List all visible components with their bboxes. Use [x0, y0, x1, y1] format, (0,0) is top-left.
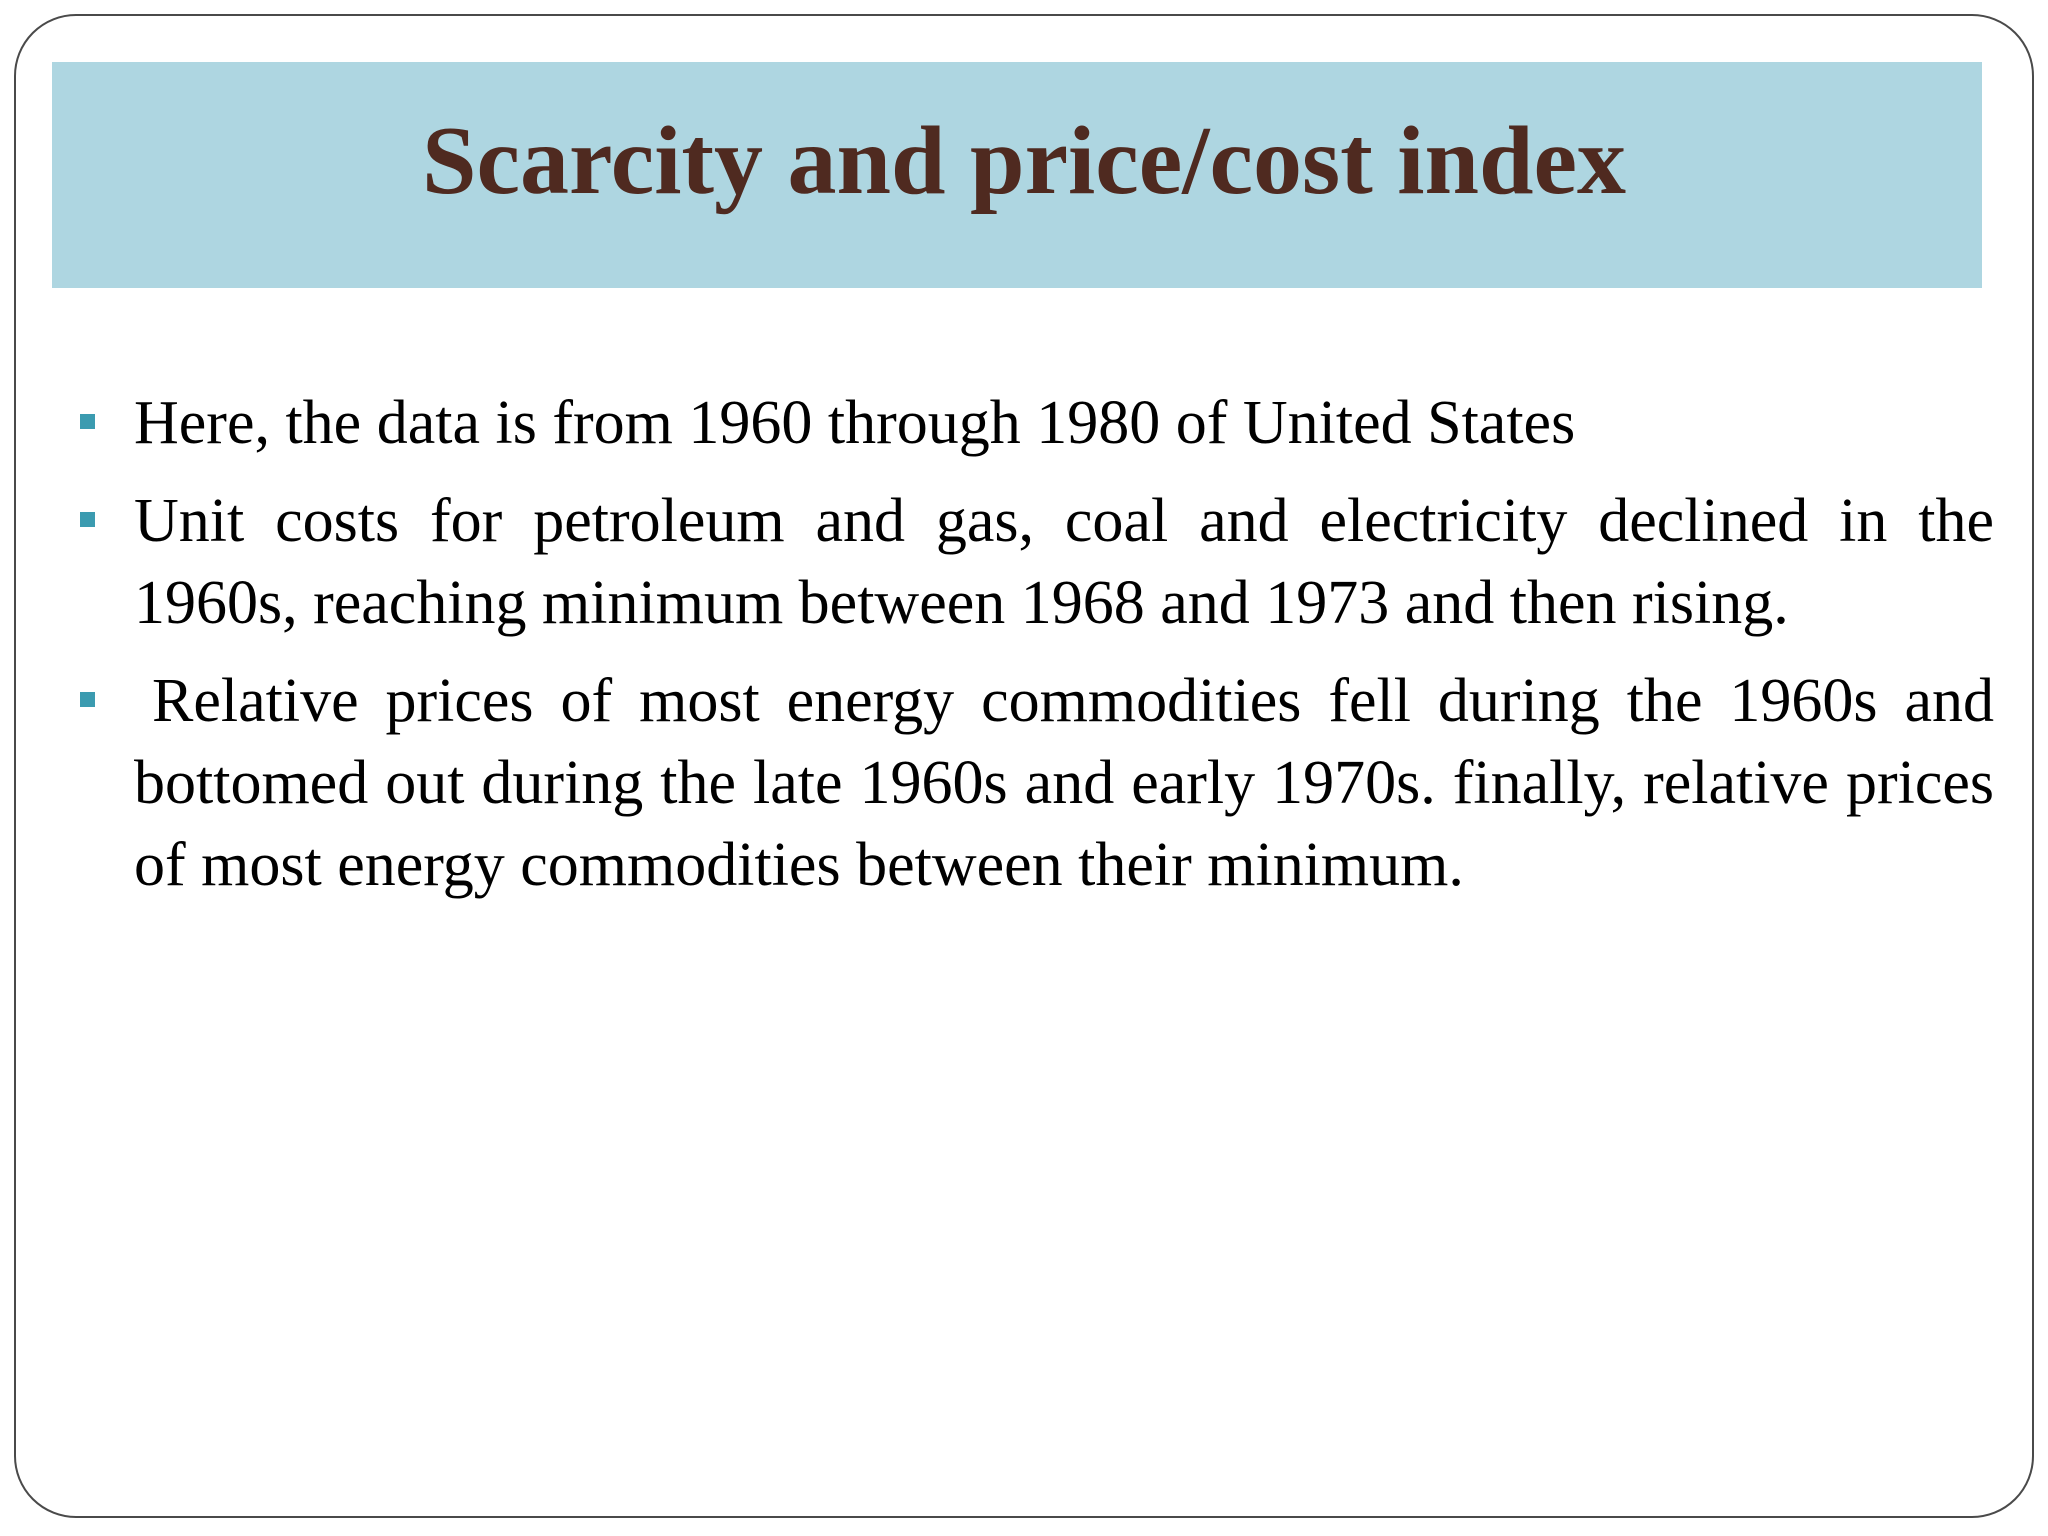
bullet-item: Unit costs for petroleum and gas, coal a… — [80, 480, 1994, 644]
bullet-list: Here, the data is from 1960 through 1980… — [80, 382, 1994, 922]
slide: Scarcity and price/cost index Here, the … — [14, 14, 2034, 1518]
bullet-text: Here, the data is from 1960 through 1980… — [134, 389, 1576, 457]
title-band — [52, 62, 1982, 288]
bullet-item: Relative prices of most energy commoditi… — [80, 660, 1994, 906]
slide-title: Scarcity and price/cost index — [421, 107, 1627, 215]
square-bullet-icon — [80, 692, 95, 707]
bullet-item: Here, the data is from 1960 through 1980… — [80, 382, 1994, 464]
square-bullet-icon — [80, 414, 95, 429]
square-bullet-icon — [80, 512, 95, 527]
bullet-text: Relative prices of most energy commoditi… — [134, 667, 1994, 899]
bullet-text: Unit costs for petroleum and gas, coal a… — [134, 487, 1994, 637]
